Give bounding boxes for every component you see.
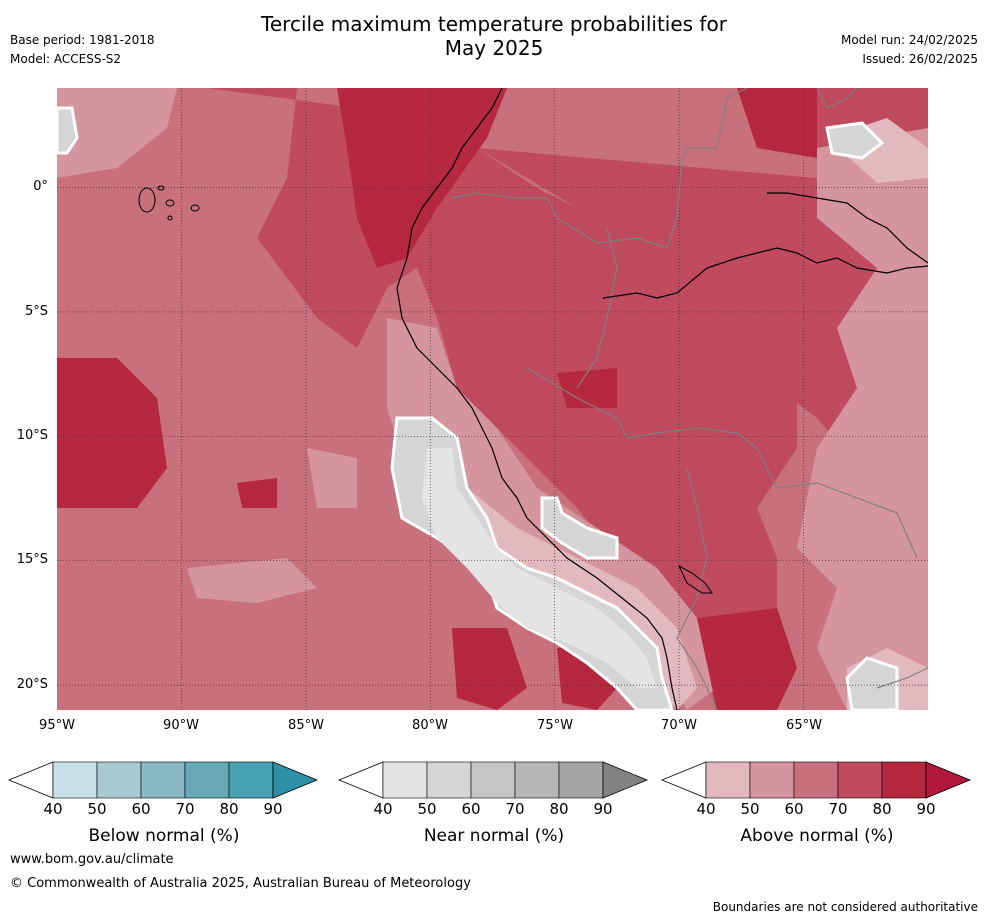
map-region-near-normal-patch [540,496,619,560]
boundaries-disclaimer: Boundaries are not considered authoritat… [712,900,978,914]
below-normal-colorbar [8,761,319,799]
above-normal-colorbar [661,761,972,799]
map-region-80-mid [557,368,617,408]
near-normal-tick-90: 90 [593,800,613,818]
lon-label-80w: 80°W [412,718,448,733]
above-normal-extend-high [925,761,972,799]
map-region-near-normal-se [845,656,899,710]
above-normal-bin-40 [705,761,751,799]
above-normal-bin-70 [837,761,883,799]
map-title-line1: Tercile maximum temperature probabilitie… [261,12,727,36]
near-normal-tick-50: 50 [417,800,437,818]
lat-label-0: 0° [33,179,48,194]
near-normal-bin-80 [558,761,604,799]
map-region-50-nw [57,88,177,178]
near-normal-bin-40 [382,761,428,799]
issued-label: Issued: 26/02/2025 [862,52,978,66]
lon-label-90w: 90°W [163,718,199,733]
map-region-80-south1 [452,628,527,710]
below-normal-tick-70: 70 [175,800,195,818]
map-region-50-sw [187,558,317,603]
above-normal-tick-60: 60 [784,800,804,818]
below-normal-tick-60: 60 [131,800,151,818]
above-normal-bin-50 [749,761,795,799]
above-normal-tick-80: 80 [872,800,892,818]
near-normal-tick-70: 70 [505,800,525,818]
map-title: Tercile maximum temperature probabilitie… [0,12,988,60]
lon-label-85w: 85°W [288,718,324,733]
near-normal-bin-70 [514,761,560,799]
map-region-80-spot [237,478,277,508]
model-run-label: Model run: 24/02/2025 [840,33,978,47]
near-normal-tick-60: 60 [461,800,481,818]
below-normal-tick-40: 40 [43,800,63,818]
near-normal-tick-40: 40 [373,800,393,818]
below-normal-tick-80: 80 [219,800,239,818]
near-normal-colorbar [338,761,649,799]
above-normal-tick-50: 50 [740,800,760,818]
map-gridlines [57,88,928,710]
map-region-near-normal-inner [422,448,657,688]
probability-map [57,88,928,710]
map-region-80-se [697,608,797,710]
above-normal-tick-70: 70 [828,800,848,818]
map-region-near-normal-nw [57,106,79,155]
below-normal-bin-50 [96,761,142,799]
lat-label-10s: 10°S [16,428,48,443]
below-normal-bin-80 [228,761,274,799]
map-canvas [57,88,928,710]
map-region-near-normal-ne [825,121,885,160]
model-label: Model: ACCESS-S2 [10,52,122,66]
lat-label-20s: 20°S [16,677,48,692]
lon-label-70w: 70°W [661,718,697,733]
lat-label-5s: 5°S [24,304,48,319]
copyright-text: © Commonwealth of Australia 2025, Austra… [10,876,471,891]
above-normal-extend-low [661,761,707,799]
below-normal-title: Below normal (%) [88,826,240,846]
coastlines [396,88,928,710]
near-normal-extend-high [602,761,649,799]
map-title-line2: May 2025 [444,36,544,60]
map-region-50-mid [307,448,357,508]
lon-label-65w: 65°W [786,718,822,733]
above-normal-bin-60 [793,761,839,799]
below-normal-extend-low [8,761,54,799]
base-period-label: Base period: 1981-2018 [10,33,155,47]
above-normal-tick-90: 90 [916,800,936,818]
near-normal-bin-50 [426,761,472,799]
below-normal-bin-60 [140,761,186,799]
lat-label-15s: 15°S [16,552,48,567]
above-normal-bin-80 [881,761,927,799]
website-link[interactable]: www.bom.gov.au/climate [10,852,174,867]
near-normal-extend-low [338,761,384,799]
below-normal-extend-high [272,761,319,799]
map-region-80-ne [737,88,817,158]
below-normal-tick-90: 90 [263,800,283,818]
below-normal-bin-70 [184,761,230,799]
near-normal-tick-80: 80 [549,800,569,818]
lon-label-95w: 95°W [39,718,75,733]
near-normal-title: Near normal (%) [423,826,565,846]
lake-titicaca [677,564,713,594]
lon-label-75w: 75°W [537,718,573,733]
map-region-80-north [337,88,507,268]
above-normal-title: Above normal (%) [740,826,894,846]
national-borders [451,88,928,710]
below-normal-bin-40 [52,761,98,799]
map-region-50-se [797,128,928,710]
below-normal-tick-50: 50 [87,800,107,818]
galapagos-islands [138,185,200,221]
near-normal-bin-60 [470,761,516,799]
map-region-80-west [57,358,167,508]
map-region-70-land [477,148,928,508]
above-normal-tick-40: 40 [696,800,716,818]
